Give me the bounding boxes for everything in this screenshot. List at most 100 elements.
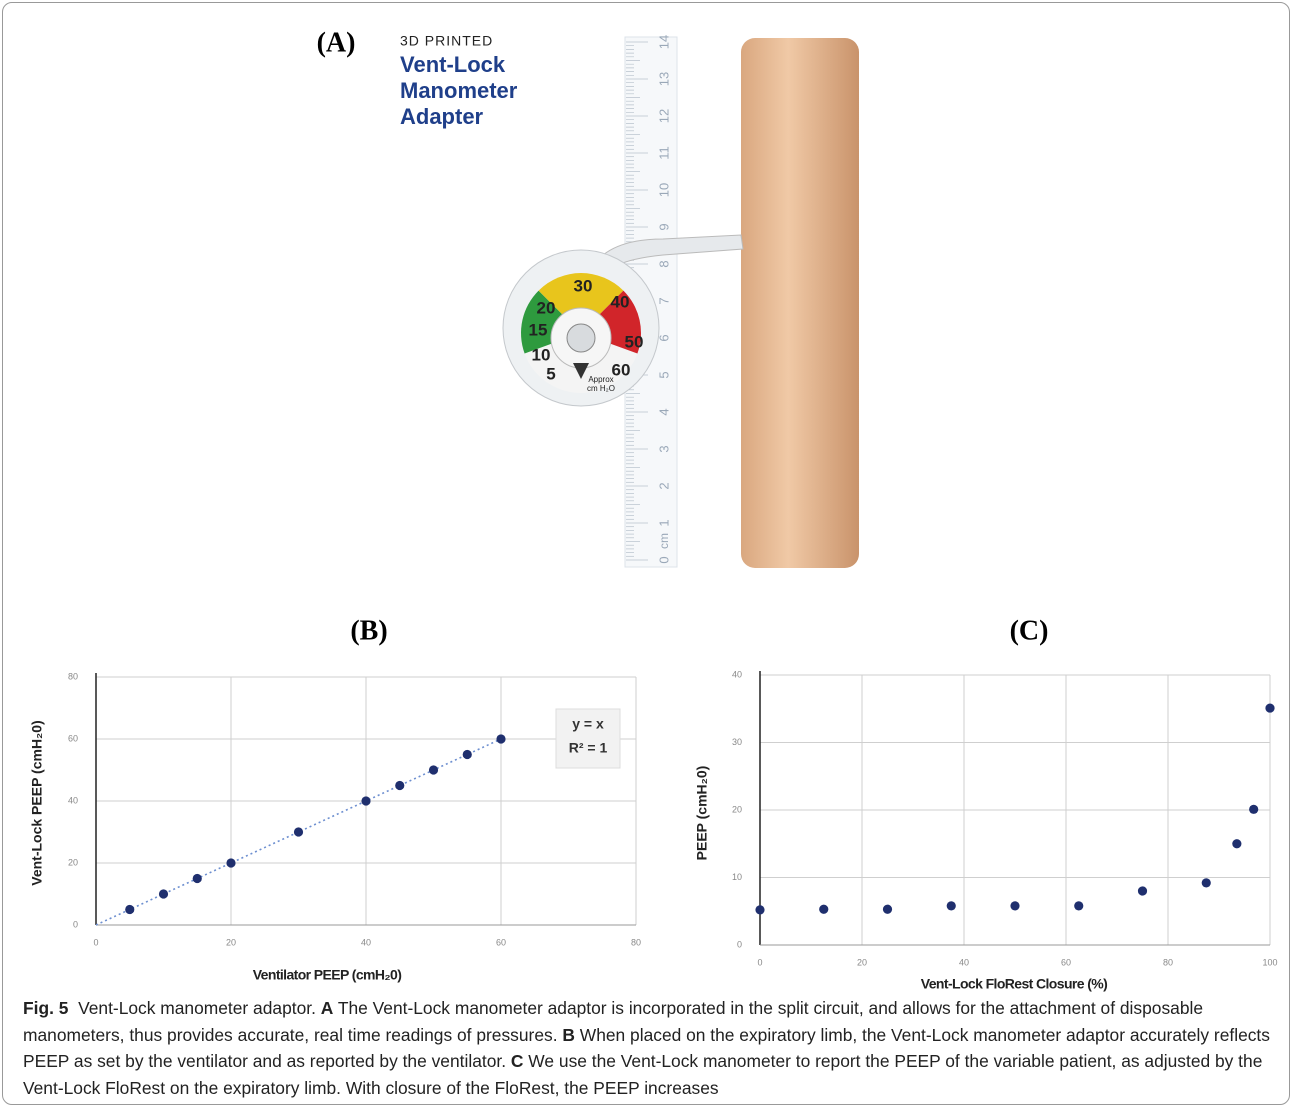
point (125, 904, 135, 915)
ruler-label: 8 (656, 260, 671, 267)
x-tick-label: 80 (1163, 957, 1173, 967)
point (192, 873, 202, 884)
y-axis-label: PEEP (cmH₂0) (694, 766, 710, 861)
figure-number: Fig. 5 (23, 998, 69, 1018)
gauge-label: 50 (625, 332, 644, 351)
ruler-label: 5 (656, 371, 671, 378)
point (882, 904, 893, 914)
x-tick-label: 20 (857, 957, 867, 967)
point (293, 827, 304, 837)
panel-label: (A) (317, 27, 356, 58)
x-axis-label: Vent-Lock FloRest Closure (%) (921, 976, 1107, 992)
ruler-label: 9 (656, 223, 671, 230)
ruler-label: 10 (656, 183, 671, 197)
ruler-label: 2 (656, 482, 671, 489)
y-tick-label: 20 (68, 857, 78, 867)
annotation: y = x (572, 716, 604, 732)
point (462, 749, 472, 760)
caption: Fig. 5 Vent-Lock manometer adaptor. A Th… (23, 995, 1273, 1101)
point (158, 889, 169, 899)
ruler-label: 3 (656, 445, 671, 452)
gauge-label: 15 (529, 320, 548, 339)
caption-part-label: A (320, 998, 334, 1018)
gauge-note: cm H₂O (587, 384, 615, 393)
panel-label: (C) (1010, 615, 1049, 646)
y-tick-label: 0 (73, 919, 78, 929)
point (819, 904, 829, 914)
y-axis-label: Vent-Lock PEEP (cmH₂0) (29, 720, 45, 885)
ruler-unit: cm (657, 533, 671, 549)
y-tick-label: 0 (737, 939, 742, 949)
tube (741, 38, 859, 568)
y-tick-label: 60 (68, 733, 78, 743)
point (1201, 878, 1211, 888)
point (1265, 703, 1275, 713)
annotation: R² = 1 (569, 740, 608, 756)
gauge-label: 60 (612, 360, 631, 379)
brand-name: Manometer (400, 78, 518, 103)
brand-name: Adapter (400, 104, 484, 129)
x-tick-label: 80 (631, 937, 641, 947)
gauge-label: 40 (611, 292, 630, 311)
annotation-box (555, 708, 621, 769)
brand-name: Vent-Lock (400, 52, 506, 77)
charts: (B) 0 20 40 60 80 0 20 40 60 80 Ventilator PEEP (cm… (29, 615, 1278, 991)
x-tick-label: 40 (959, 957, 969, 967)
ruler-label: 14 (656, 35, 671, 49)
ruler-label: 12 (656, 109, 671, 123)
gauge-needle-hub (566, 323, 596, 353)
point (428, 765, 439, 775)
point (1232, 839, 1242, 849)
x-tick-label: 0 (757, 957, 762, 967)
gauge-label: 30 (574, 276, 593, 295)
y-tick-label: 40 (732, 669, 742, 679)
x-tick-label: 40 (361, 937, 371, 947)
point (755, 905, 765, 915)
caption-part-label: B (562, 1024, 575, 1045)
point (496, 734, 506, 744)
ruler-label: 0 (656, 556, 671, 563)
panel-label: (B) (350, 615, 387, 646)
ruler-label: 4 (656, 408, 671, 415)
point (1074, 901, 1084, 911)
y-tick-label: 30 (732, 737, 742, 747)
caption-part-label: C (510, 1051, 524, 1071)
gauge-label: 5 (546, 364, 555, 383)
figure-art: (A) 3D PRINTED Vent-Lock Manometer Adapt… (29, 27, 1278, 991)
gauge-zone-yellow (538, 273, 624, 333)
y-tick-label: 10 (732, 872, 742, 882)
side-port (602, 234, 744, 266)
caption-text: Vent-Lock manometer adaptor. (78, 998, 316, 1018)
gauge-note: Approx (588, 375, 613, 384)
ruler-label: 6 (656, 334, 671, 341)
y-tick-label: 40 (68, 795, 78, 805)
point (361, 796, 371, 806)
x-tick-label: 60 (496, 937, 506, 947)
caption-text: The Vent-Lock manometer adaptor is incor… (23, 998, 1204, 1045)
y-tick-label: 20 (732, 804, 742, 814)
y-tick-label: 80 (68, 671, 78, 681)
point (1249, 804, 1259, 814)
caption-text: When placed on the expiratory limb, the … (23, 1024, 1270, 1072)
point (946, 901, 956, 911)
x-tick-label: 0 (93, 937, 98, 947)
brand-tag: 3D PRINTED (400, 33, 493, 49)
point (1010, 901, 1020, 911)
x-axis-label: Ventilator PEEP (cmH₂0) (253, 967, 402, 983)
gauge-label: 10 (532, 345, 551, 364)
caption-text: We use the Vent-Lock manometer to report… (23, 1051, 1263, 1098)
ruler-label: 7 (656, 297, 671, 304)
point (395, 780, 405, 791)
ruler-label: 1 (656, 519, 671, 526)
x-tick-label: 100 (1262, 957, 1277, 967)
gauge-label: 20 (537, 298, 556, 317)
x-tick-label: 20 (226, 937, 236, 947)
x-tick-label: 60 (1061, 957, 1071, 967)
ruler-label: 11 (656, 146, 671, 160)
ruler-label: 13 (656, 72, 671, 86)
point (1137, 886, 1148, 896)
gauge-pointer (573, 363, 589, 379)
point (226, 858, 236, 868)
